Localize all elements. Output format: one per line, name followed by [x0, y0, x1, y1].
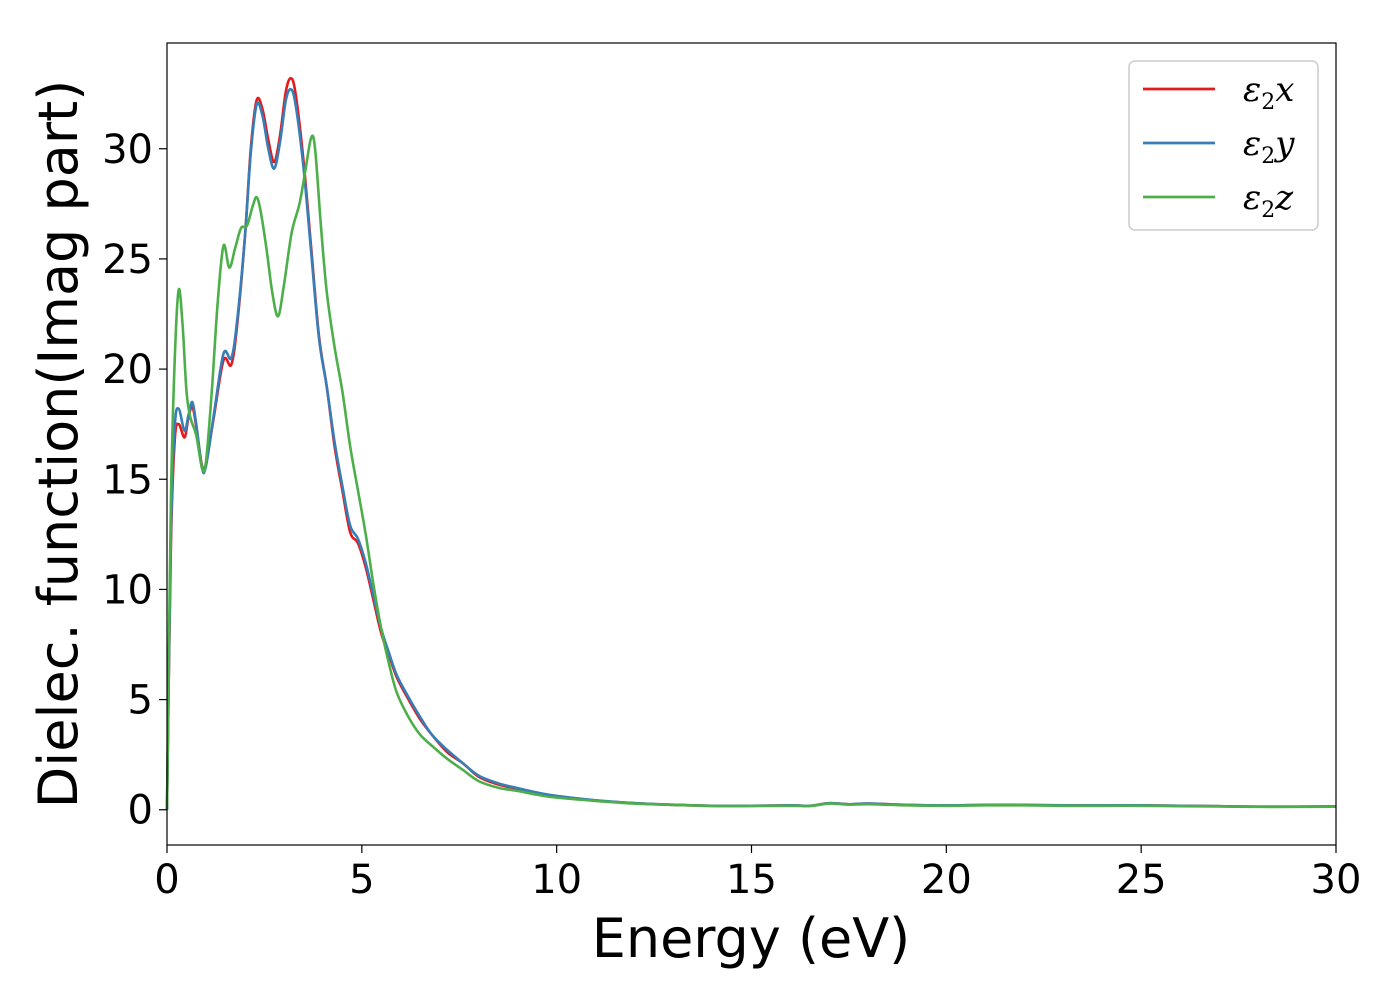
x-tick-label: 15: [726, 857, 777, 903]
y-tick-label: 10: [102, 567, 153, 613]
y-tick-label: 0: [128, 788, 153, 834]
x-tick-label: 0: [154, 857, 179, 903]
series-line-z: [165, 134, 1337, 810]
legend-label-y: ε2y: [1243, 124, 1295, 169]
y-tick-label: 15: [102, 457, 153, 503]
legend-label-z: ε2z: [1243, 178, 1294, 223]
y-tick-label: 20: [102, 347, 153, 393]
x-axis-title: Energy (eV): [592, 907, 911, 970]
y-axis-ticks: 0 5 10 15 20 25 30: [102, 127, 167, 834]
y-tick-label: 30: [102, 127, 153, 173]
x-tick-label: 30: [1311, 857, 1362, 903]
legend-label-x: ε2x: [1243, 70, 1294, 115]
y-axis-title: Dielec. function(Imag part): [27, 80, 90, 809]
legend-items: ε2x ε2y ε2z: [1143, 70, 1295, 223]
y-tick-label: 5: [128, 678, 153, 724]
x-tick-label: 20: [921, 857, 972, 903]
legend: ε2x ε2y ε2z: [1128, 60, 1319, 231]
x-tick-label: 5: [349, 857, 374, 903]
legend-box: [1128, 60, 1319, 231]
series-layer: [165, 76, 1337, 810]
x-tick-label: 25: [1116, 857, 1167, 903]
x-tick-label: 10: [531, 857, 582, 903]
x-axis-ticks: 0 5 10 15 20 25 30: [154, 845, 1361, 903]
y-tick-label: 25: [102, 237, 153, 283]
